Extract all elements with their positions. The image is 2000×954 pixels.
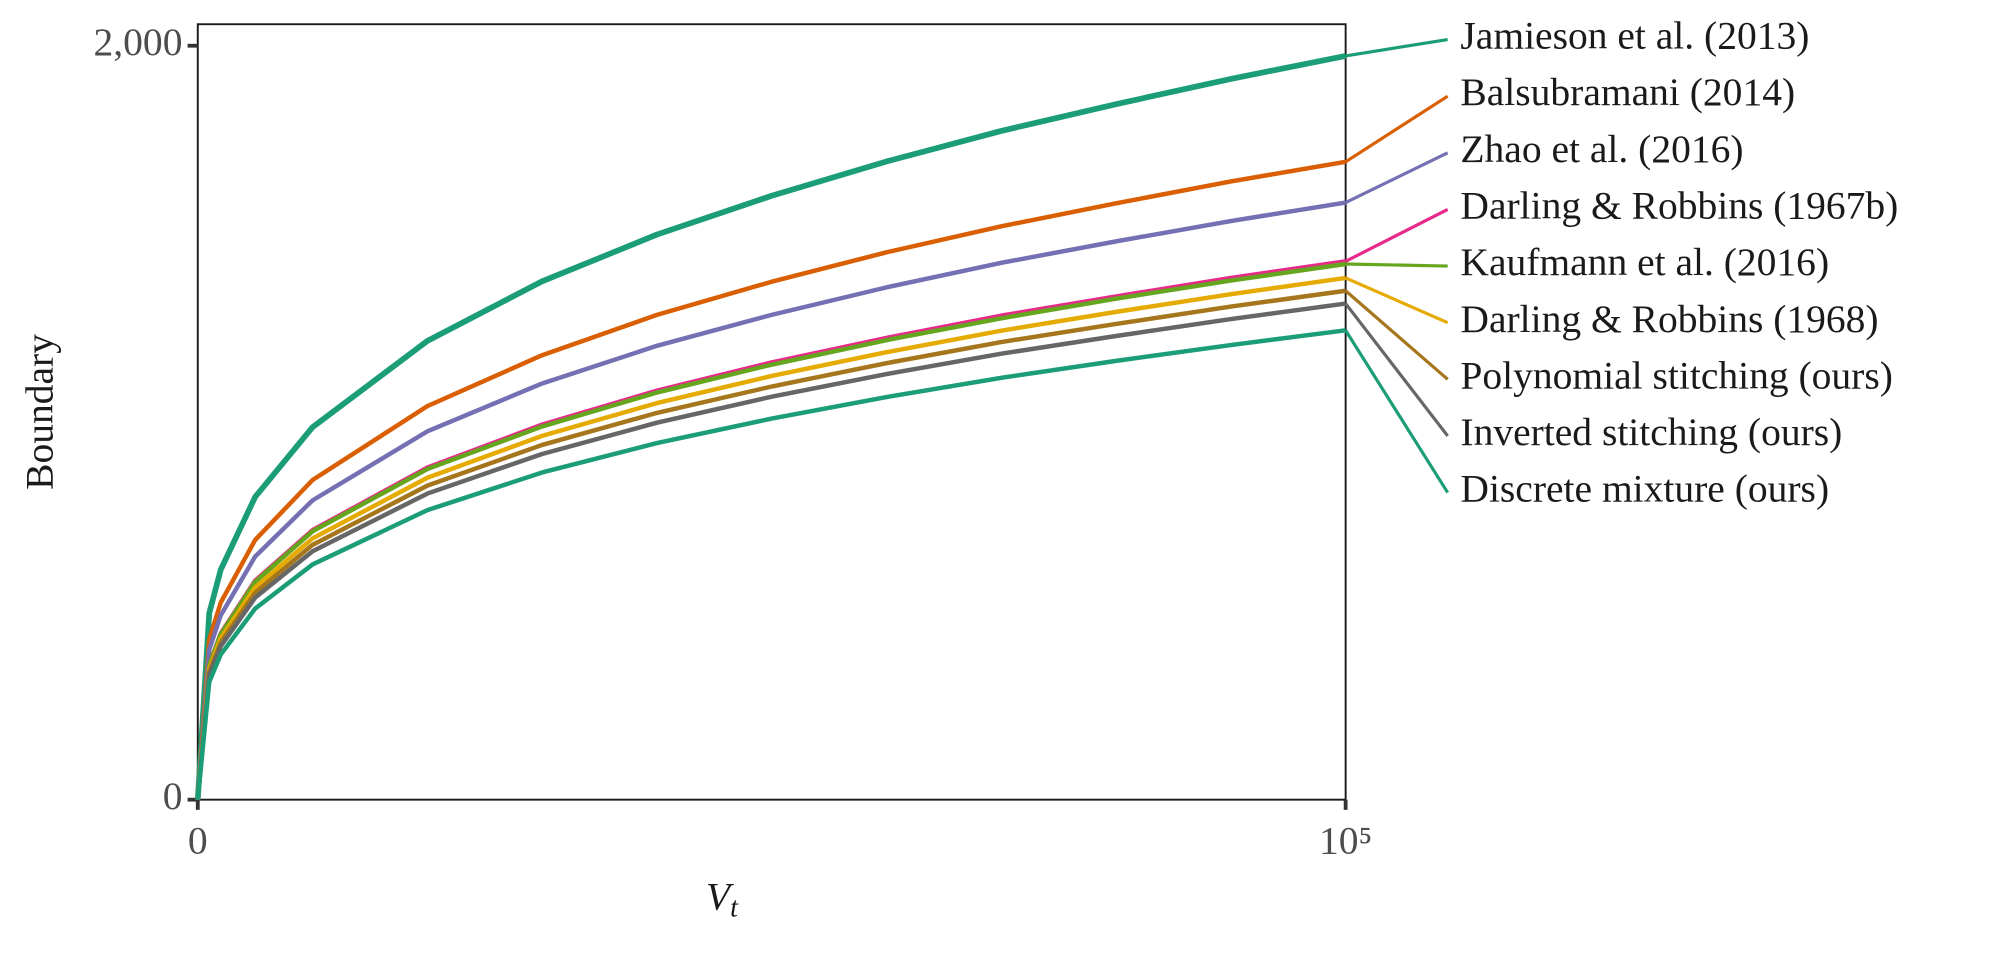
legend-label: Discrete mixture (ours) [1460,467,1829,511]
legend-connector [1344,289,1449,381]
legend-label: Darling & Robbins (1968) [1460,297,1878,341]
series-line [195,261,1346,800]
legend-connector [1344,94,1449,164]
legend-label: Zhao et al. (2016) [1460,127,1743,171]
y-tick-label: 0 [163,774,183,818]
y-tick-label: 2,000 [94,20,183,64]
series-line [195,200,1346,800]
series-line [195,259,1346,800]
legend-label: Kaufmann et al. (2016) [1460,240,1829,284]
y-axis-label: Boundary [18,334,62,490]
legend-label: Polynomial stitching (ours) [1460,353,1892,397]
legend-connector [1344,208,1449,263]
legend-connector [1345,37,1448,58]
plot-frame [196,23,1347,801]
series-line [195,288,1346,800]
x-axis-label: Vt [706,875,739,925]
x-axis-label-subscript: t [730,893,739,924]
series-line [195,159,1347,800]
x-tick-label: 10⁵ [1319,818,1372,862]
legend-connector [1344,302,1449,437]
x-axis-label-base: V [706,875,734,919]
legend-label: Jamieson et al. (2013) [1460,14,1809,58]
legend-connector [1344,329,1450,494]
legend-connector [1344,276,1449,325]
legend-label: Darling & Robbins (1967b) [1460,183,1898,227]
series-line [195,328,1346,800]
legend-label: Balsubramani (2014) [1460,70,1795,114]
series-line [195,275,1346,800]
x-tick-label: 0 [188,818,208,862]
legend-label: Inverted stitching (ours) [1460,410,1842,454]
legend-connector [1344,151,1449,204]
legend-connector [1345,262,1448,268]
series-line [194,53,1347,800]
series-line [195,301,1346,800]
